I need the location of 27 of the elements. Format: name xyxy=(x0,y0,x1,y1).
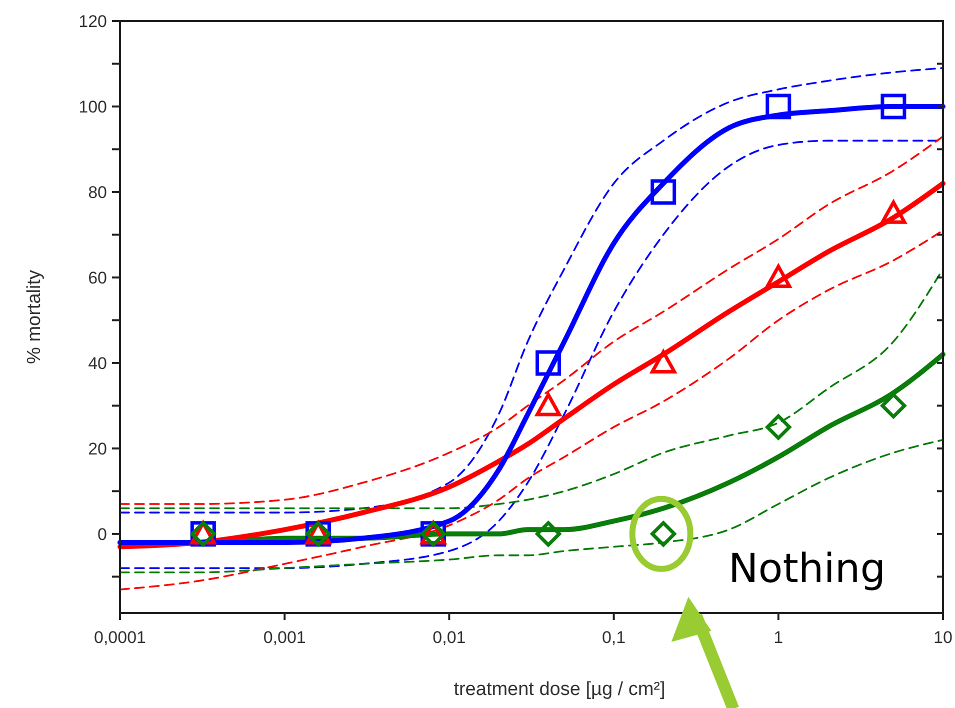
x-tick-label: 0,1 xyxy=(602,628,626,647)
y-tick-label: 120 xyxy=(78,12,107,31)
y-tick-label: 40 xyxy=(88,354,107,373)
point xyxy=(650,179,676,205)
point xyxy=(536,350,562,376)
point xyxy=(650,350,676,374)
y-tick-label: 0 xyxy=(98,524,107,544)
x-tick-label: 10 xyxy=(934,628,952,647)
point xyxy=(766,264,792,288)
y-tick-label: 100 xyxy=(78,97,107,116)
y-tick-label: 80 xyxy=(88,182,107,202)
annotation: Nothing xyxy=(728,546,886,592)
point xyxy=(766,414,792,440)
x-tick-label: 0,0001 xyxy=(94,628,146,647)
x-tick-label: 0,001 xyxy=(263,628,306,647)
x-axis-title: treatment dose [µg / cm²] xyxy=(454,679,666,700)
y-tick-label: 20 xyxy=(88,439,107,458)
point xyxy=(536,521,562,547)
y-axis-title: % mortality xyxy=(24,270,45,364)
point xyxy=(536,392,562,416)
y-tick-label: 60 xyxy=(88,268,107,288)
point xyxy=(880,392,906,418)
point xyxy=(880,94,906,120)
x-tick-label: 1 xyxy=(774,628,784,647)
point xyxy=(880,200,906,224)
point xyxy=(766,94,792,120)
x-tick-label: 0,01 xyxy=(432,628,466,647)
